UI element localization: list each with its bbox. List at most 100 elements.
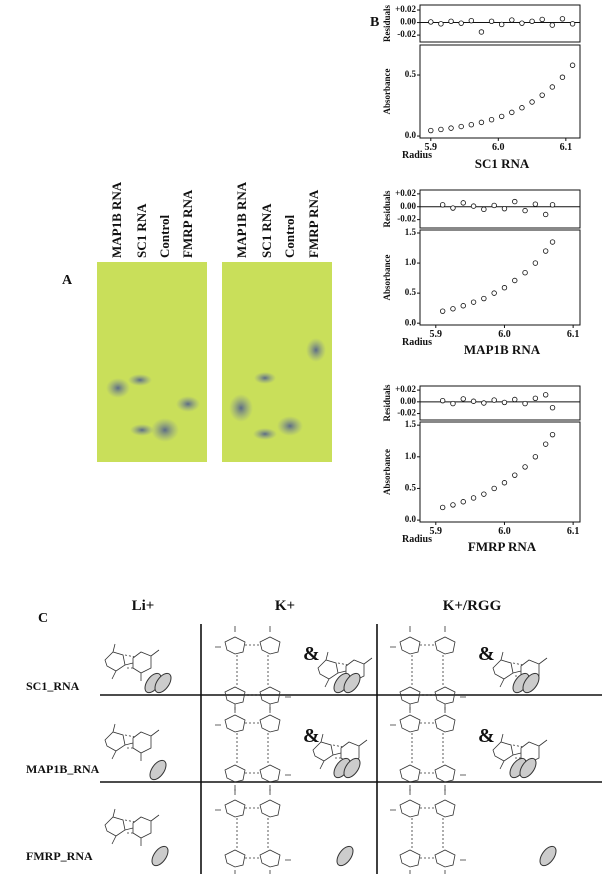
plot-title: MAP1B RNA: [464, 342, 541, 357]
data-point: [532, 395, 539, 402]
data-point: [428, 19, 434, 25]
column-header: Li+: [132, 598, 155, 614]
data-point: [501, 205, 508, 212]
data-point: [501, 480, 508, 486]
lane-label: FMRP RNA: [306, 189, 321, 258]
data-point: [470, 495, 477, 501]
data-point: [512, 198, 518, 205]
lane-label: SC1 RNA: [134, 203, 149, 258]
data-point: [519, 105, 525, 111]
data-point: [439, 308, 446, 314]
data-point: [448, 18, 454, 25]
data-point: [478, 29, 485, 35]
data-point: [522, 207, 528, 214]
data-point: [491, 397, 497, 403]
lane-label: FMRP RNA: [180, 189, 195, 258]
y-tick-label: 0.0: [405, 130, 417, 140]
row-label: FMRP_RNA: [26, 849, 93, 863]
data-point: [512, 396, 518, 403]
data-point: [501, 285, 508, 291]
lane-label: SC1 RNA: [259, 203, 274, 258]
data-point: [559, 74, 566, 80]
joiner: &: [478, 725, 495, 747]
y-tick-label: -0.02: [397, 408, 416, 418]
y-axis-label: Residuals: [382, 4, 392, 42]
x-tick-label: 5.9: [430, 526, 443, 537]
data-point: [501, 399, 508, 406]
data-point: [478, 119, 485, 126]
data-point: [549, 431, 556, 438]
data-point: [460, 499, 466, 505]
data-point: [549, 22, 556, 28]
plot-frame: [419, 421, 581, 523]
data-point: [491, 290, 497, 296]
x-tick-label: 6.0: [498, 526, 511, 537]
data-point: [522, 464, 528, 470]
data-point: [542, 441, 549, 447]
data-point: [542, 392, 549, 398]
y-tick-label: -0.02: [397, 29, 416, 39]
row-label: SC1_RNA: [26, 679, 80, 693]
panel-label: A: [62, 273, 73, 288]
y-tick-label: 0.00: [400, 17, 416, 27]
data-point: [438, 21, 444, 27]
data-point: [450, 205, 456, 211]
y-tick-label: +0.02: [395, 384, 416, 394]
data-point: [470, 203, 477, 209]
data-point: [438, 126, 444, 133]
data-point: [559, 16, 566, 22]
data-point: [542, 248, 549, 254]
data-point: [458, 123, 464, 130]
gel: [222, 262, 332, 462]
data-point: [439, 202, 446, 208]
lane-label: Control: [157, 215, 172, 258]
plot-frame: [419, 229, 581, 326]
joiner: &: [303, 643, 320, 665]
y-tick-label: 1.0: [405, 451, 417, 461]
data-point: [539, 92, 545, 98]
data-point: [491, 485, 497, 492]
y-tick-label: 0.5: [405, 287, 417, 297]
plot-title: SC1 RNA: [475, 156, 530, 171]
data-point: [450, 400, 456, 407]
y-axis-label: Residuals: [382, 190, 392, 228]
column-header: K+/RGG: [443, 598, 502, 614]
data-point: [549, 84, 556, 90]
joiner: &: [303, 725, 320, 747]
x-tick-label: 6.0: [492, 142, 505, 153]
data-point: [470, 299, 477, 305]
data-point: [549, 239, 556, 245]
panel-label: B: [370, 15, 379, 30]
data-point: [428, 127, 434, 134]
y-tick-label: -0.02: [397, 214, 416, 224]
data-point: [439, 397, 446, 404]
data-point: [532, 201, 539, 207]
x-axis-label: Radius: [402, 150, 432, 161]
x-tick-label: 6.1: [567, 526, 580, 537]
data-point: [460, 396, 466, 402]
data-point: [481, 206, 487, 213]
plot-frame: [419, 385, 581, 421]
data-point: [481, 400, 487, 406]
data-point: [509, 17, 515, 23]
data-point: [549, 404, 556, 411]
plot-title: FMRP RNA: [468, 539, 537, 554]
lane-label: Control: [282, 215, 297, 258]
y-axis-label: Absorbance: [382, 68, 392, 114]
x-tick-label: 5.9: [425, 142, 438, 153]
data-point: [542, 211, 549, 218]
plot-frame: [419, 4, 581, 43]
data-point: [512, 472, 518, 478]
data-point: [498, 113, 505, 120]
y-tick-label: 0.00: [400, 396, 416, 406]
row-label: MAP1B_RNA: [26, 762, 100, 776]
y-tick-label: 1.0: [405, 257, 417, 267]
gel-bands: [106, 338, 326, 442]
y-tick-label: 0.5: [405, 69, 417, 79]
lane-label: MAP1B RNA: [234, 181, 249, 258]
data-point: [498, 21, 505, 28]
data-point: [532, 454, 539, 460]
data-point: [481, 491, 487, 497]
y-tick-label: 1.5: [405, 419, 417, 429]
data-point: [439, 504, 446, 511]
